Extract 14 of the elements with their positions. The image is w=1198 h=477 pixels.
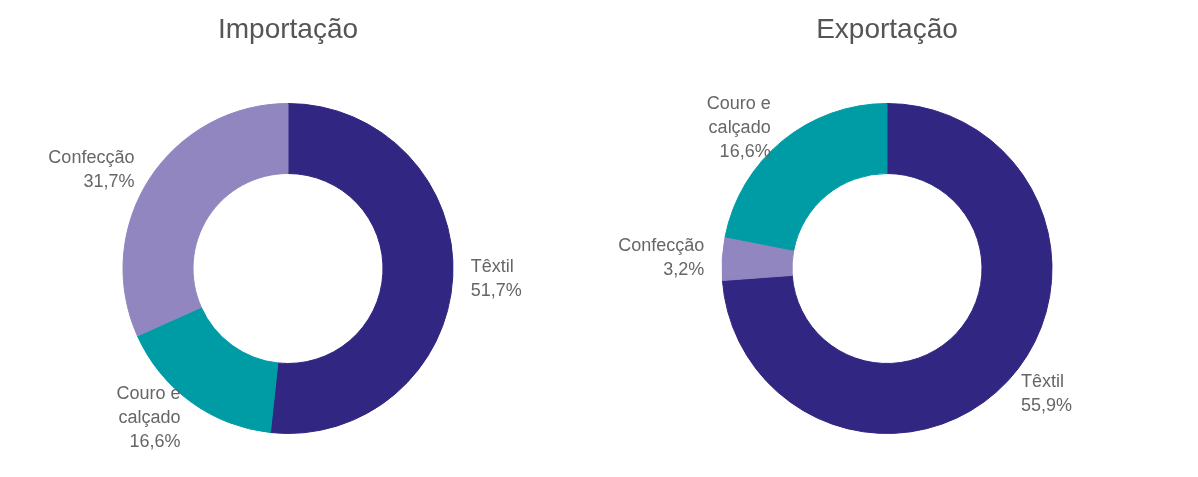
chart-title: Importação — [217, 13, 359, 44]
slice-label: Couro e calçado — [116, 382, 181, 427]
chart-title: Exportação — [816, 13, 958, 44]
data-label: 55,9% — [1021, 395, 1073, 416]
data-label: 16,6% — [719, 141, 771, 162]
data-label: 3,2% — [663, 259, 705, 280]
slice-label: Têxtil — [1021, 371, 1065, 392]
data-label: 51,7% — [470, 280, 522, 301]
slice-label: Têxtil — [470, 256, 514, 277]
data-label: 31,7% — [83, 170, 135, 191]
slice-label: Confecção — [48, 146, 135, 167]
data-label: 16,6% — [129, 430, 181, 451]
slice-label: Confecção — [618, 235, 705, 256]
slice-label: Couro e calçado — [706, 93, 771, 138]
